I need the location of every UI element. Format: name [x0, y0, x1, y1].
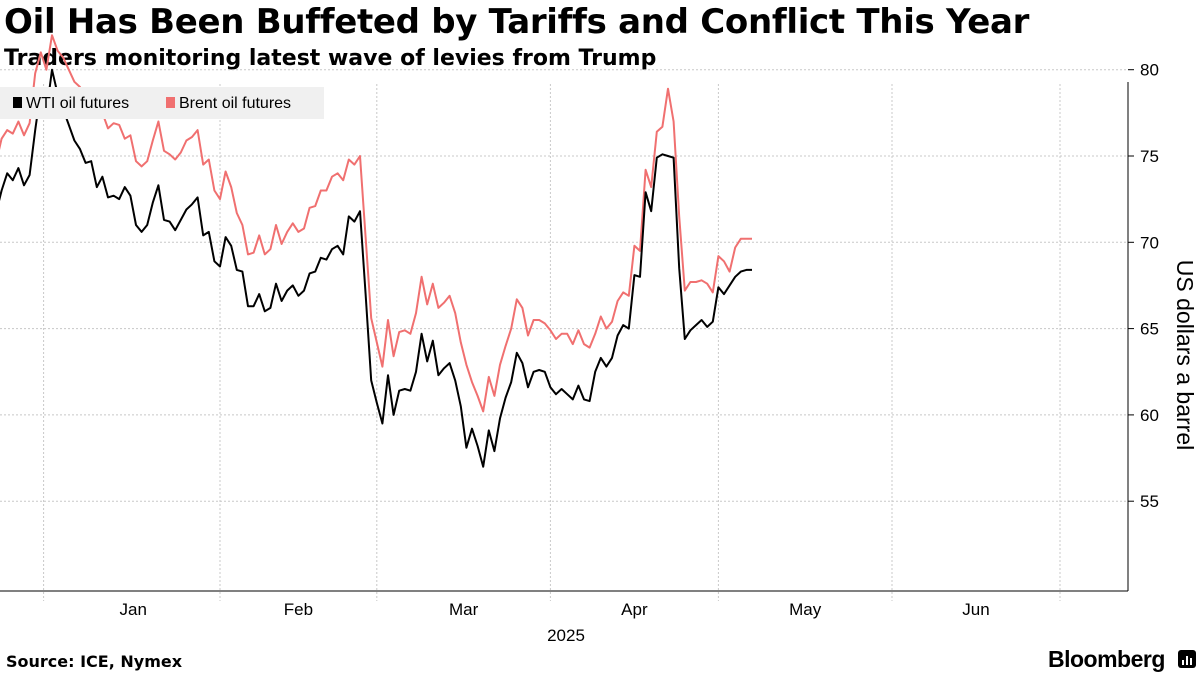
x-axis-year-label: 2025 — [547, 626, 585, 645]
y-tick-label-65: 65 — [1140, 320, 1159, 339]
source-note: Source: ICE, Nymex — [6, 652, 183, 671]
y-tick-label-70: 70 — [1140, 233, 1159, 252]
y-axis-title: US dollars a barrel — [1172, 260, 1198, 450]
x-tick-label-mar: Mar — [449, 600, 479, 619]
x-tick-label-jun: Jun — [962, 600, 989, 619]
axis-layer: 55 60 65 70 75 80 Jan Feb Mar Apr May Jun — [0, 61, 1159, 619]
brent-series-line — [0, 34, 752, 413]
wti-series-line — [0, 68, 752, 468]
legend-brent-swatch — [166, 97, 175, 108]
chart-subtitle: Traders monitoring latest wave of levies… — [4, 46, 657, 71]
x-tick-label-may: May — [789, 600, 822, 619]
x-tick-label-jan: Jan — [119, 600, 146, 619]
bloomberg-logo: Bloomberg — [1048, 646, 1165, 672]
legend-wti-label: WTI oil futures — [26, 95, 129, 112]
y-tick-label-60: 60 — [1140, 406, 1159, 425]
y-tick-label-80: 80 — [1140, 61, 1159, 80]
y-tick-label-75: 75 — [1140, 147, 1159, 166]
legend: WTI oil futures Brent oil futures — [0, 87, 324, 119]
y-tick-label-55: 55 — [1140, 492, 1159, 511]
series-layer — [0, 34, 752, 468]
legend-background — [0, 87, 324, 119]
x-tick-label-apr: Apr — [621, 600, 648, 619]
legend-wti-swatch — [13, 97, 22, 108]
chart-title: Oil Has Been Buffeted by Tariffs and Con… — [4, 2, 1030, 42]
bloomberg-terminal-icon — [1178, 650, 1196, 668]
legend-brent-label: Brent oil futures — [179, 95, 291, 112]
grid-layer — [0, 69, 1128, 601]
x-tick-label-feb: Feb — [284, 600, 313, 619]
